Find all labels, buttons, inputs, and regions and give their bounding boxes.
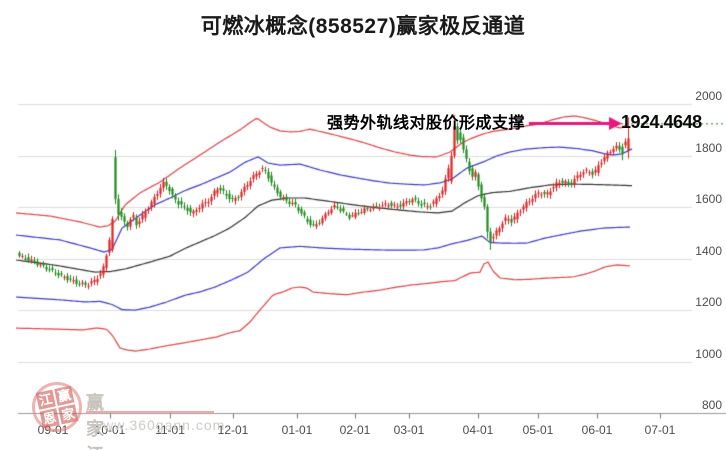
x-axis-tick-label: 04-01 [462, 423, 494, 437]
x-axis-tick-label: 01-01 [281, 423, 313, 437]
x-axis-tick-label: 06-01 [581, 423, 613, 437]
y-axis-tick-label: 1600 [695, 192, 722, 207]
y-axis-tick-label: 1200 [695, 295, 722, 310]
x-axis-tick-label: 02-01 [339, 423, 371, 437]
x-axis-tick-label: 10-01 [94, 423, 126, 437]
chart-title: 可燃冰概念(858527)赢家极反通道 [200, 15, 526, 38]
x-axis-tick-label: 07-01 [644, 423, 676, 437]
support-annotation-text: 强势外轨线对股价形成支撑 [327, 115, 526, 132]
x-axis-tick-label: 11-01 [155, 423, 185, 437]
y-axis-tick-label: 1000 [695, 346, 722, 361]
support-value-label: 1924.4648 [621, 112, 702, 132]
x-axis-tick-label: 12-01 [217, 423, 249, 437]
x-axis-tick-label: 05-01 [522, 423, 554, 437]
y-axis-tick-label: 1800 [695, 140, 722, 155]
y-axis-tick-label: 2000 [695, 89, 722, 104]
y-axis-tick-label: 1400 [695, 243, 722, 258]
x-axis-tick-label: 03-01 [393, 423, 425, 437]
y-axis-tick-label: 800 [701, 398, 722, 412]
x-axis-tick-label: 09-01 [37, 423, 69, 437]
